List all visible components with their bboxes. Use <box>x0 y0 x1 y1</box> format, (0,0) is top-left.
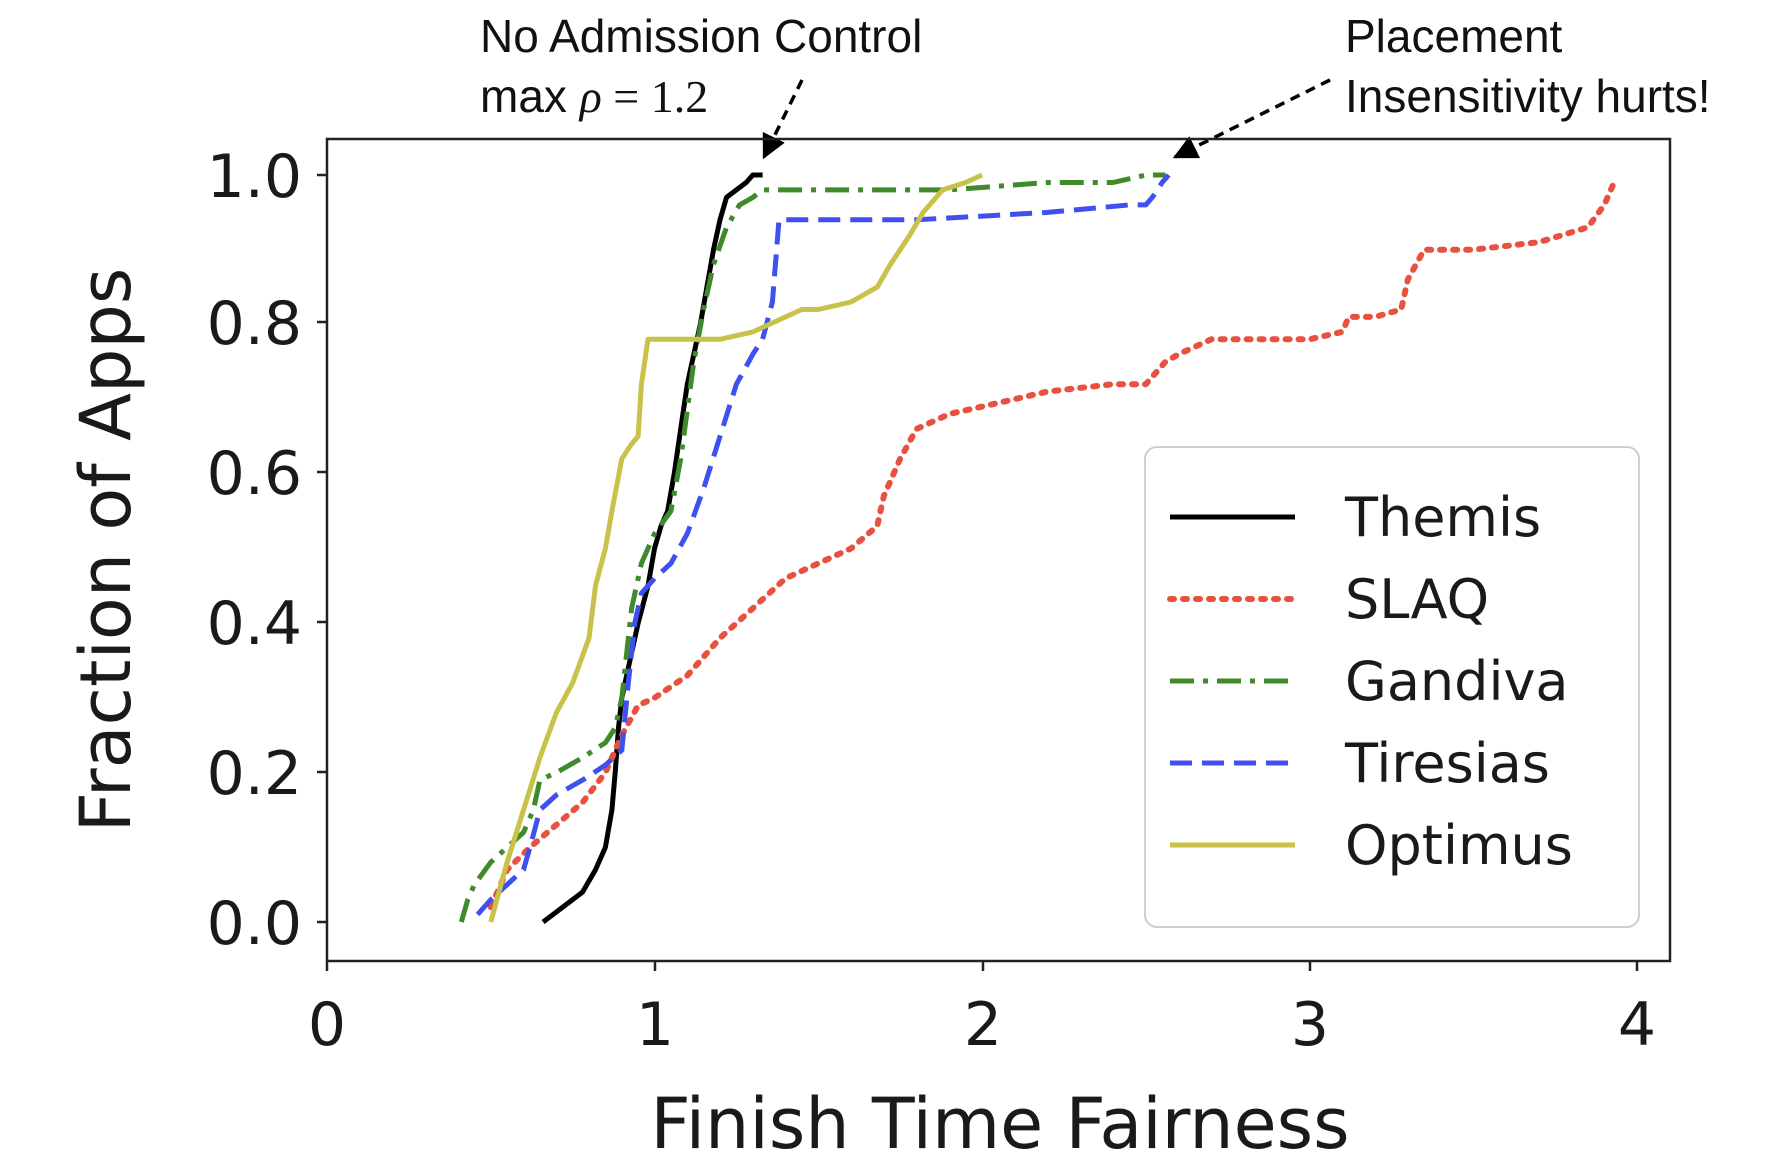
x-tick-4: 4 <box>1618 961 1656 1060</box>
annotation-2-line2: Insensitivity hurts! <box>1345 70 1711 122</box>
annotation-2-arrow <box>1172 78 1331 159</box>
y-axis: 0.0 0.2 0.4 0.6 0.8 1.0 <box>207 142 327 959</box>
annotation-1-rho: ρ <box>578 71 602 122</box>
legend: Themis SLAQ Gandiva Tiresias Optimus <box>1144 446 1640 928</box>
series-line-optimus <box>488 172 984 923</box>
y-tick-4: 0.8 <box>207 289 327 359</box>
legend-item-gandiva: Gandiva <box>1170 650 1569 713</box>
legend-label-tiresias: Tiresias <box>1344 732 1550 795</box>
x-axis: 0 1 2 3 4 <box>308 961 1656 1060</box>
legend-item-themis: Themis <box>1170 486 1541 549</box>
series-line-gandiva <box>458 172 1166 923</box>
y-tick-label-3: 0.6 <box>207 439 302 509</box>
annotation-no-admission-control: No Admission Control max ρ = 1.2 <box>480 10 922 160</box>
y-tick-label-0: 0.0 <box>207 889 302 959</box>
x-tick-label-4: 4 <box>1618 990 1656 1060</box>
annotation-1-prefix: max <box>480 70 580 122</box>
y-tick-label-2: 0.4 <box>207 589 302 659</box>
legend-item-tiresias: Tiresias <box>1170 732 1550 795</box>
legend-label-gandiva: Gandiva <box>1345 650 1569 713</box>
y-tick-0: 0.0 <box>207 889 327 959</box>
y-tick-3: 0.6 <box>207 439 327 509</box>
y-tick-label-1: 0.2 <box>207 739 302 809</box>
y-tick-2: 0.4 <box>207 589 327 659</box>
series-line-tiresias <box>475 173 1171 917</box>
x-tick-0: 0 <box>308 961 346 1060</box>
annotation-placement-insensitivity: Placement Insensitivity hurts! <box>1172 10 1711 159</box>
series-line-slaq <box>487 179 1618 911</box>
x-tick-label-3: 3 <box>1291 990 1329 1060</box>
annotation-1-arrow <box>762 79 804 160</box>
x-tick-2: 2 <box>964 961 1002 1060</box>
legend-label-slaq: SLAQ <box>1345 568 1489 631</box>
series-layer <box>458 172 1618 924</box>
x-tick-1: 1 <box>636 961 674 1060</box>
legend-box <box>1144 446 1640 928</box>
x-tick-3: 3 <box>1291 961 1329 1060</box>
y-axis-label: Fraction of Apps <box>65 268 147 833</box>
x-tick-label-0: 0 <box>308 990 346 1060</box>
legend-label-optimus: Optimus <box>1345 814 1573 877</box>
y-tick-1: 0.2 <box>207 739 327 809</box>
legend-label-themis: Themis <box>1344 486 1541 549</box>
annotation-2-line1: Placement <box>1345 10 1563 62</box>
legend-item-optimus: Optimus <box>1170 814 1573 877</box>
x-tick-label-2: 2 <box>964 990 1002 1060</box>
legend-items: Themis SLAQ Gandiva Tiresias Optimus <box>1167 486 1573 877</box>
y-tick-5: 1.0 <box>207 142 327 212</box>
x-tick-label-1: 1 <box>636 990 674 1060</box>
y-tick-label-4: 0.8 <box>207 289 302 359</box>
annotation-1-suffix: = 1.2 <box>602 71 708 122</box>
legend-item-slaq: SLAQ <box>1167 568 1489 631</box>
plot-frame <box>325 137 1672 963</box>
x-axis-label: Finish Time Fairness <box>650 1083 1349 1165</box>
annotation-1-line2: max ρ = 1.2 <box>480 70 708 122</box>
annotation-1-line1: No Admission Control <box>480 10 922 62</box>
y-tick-label-5: 1.0 <box>207 142 302 212</box>
